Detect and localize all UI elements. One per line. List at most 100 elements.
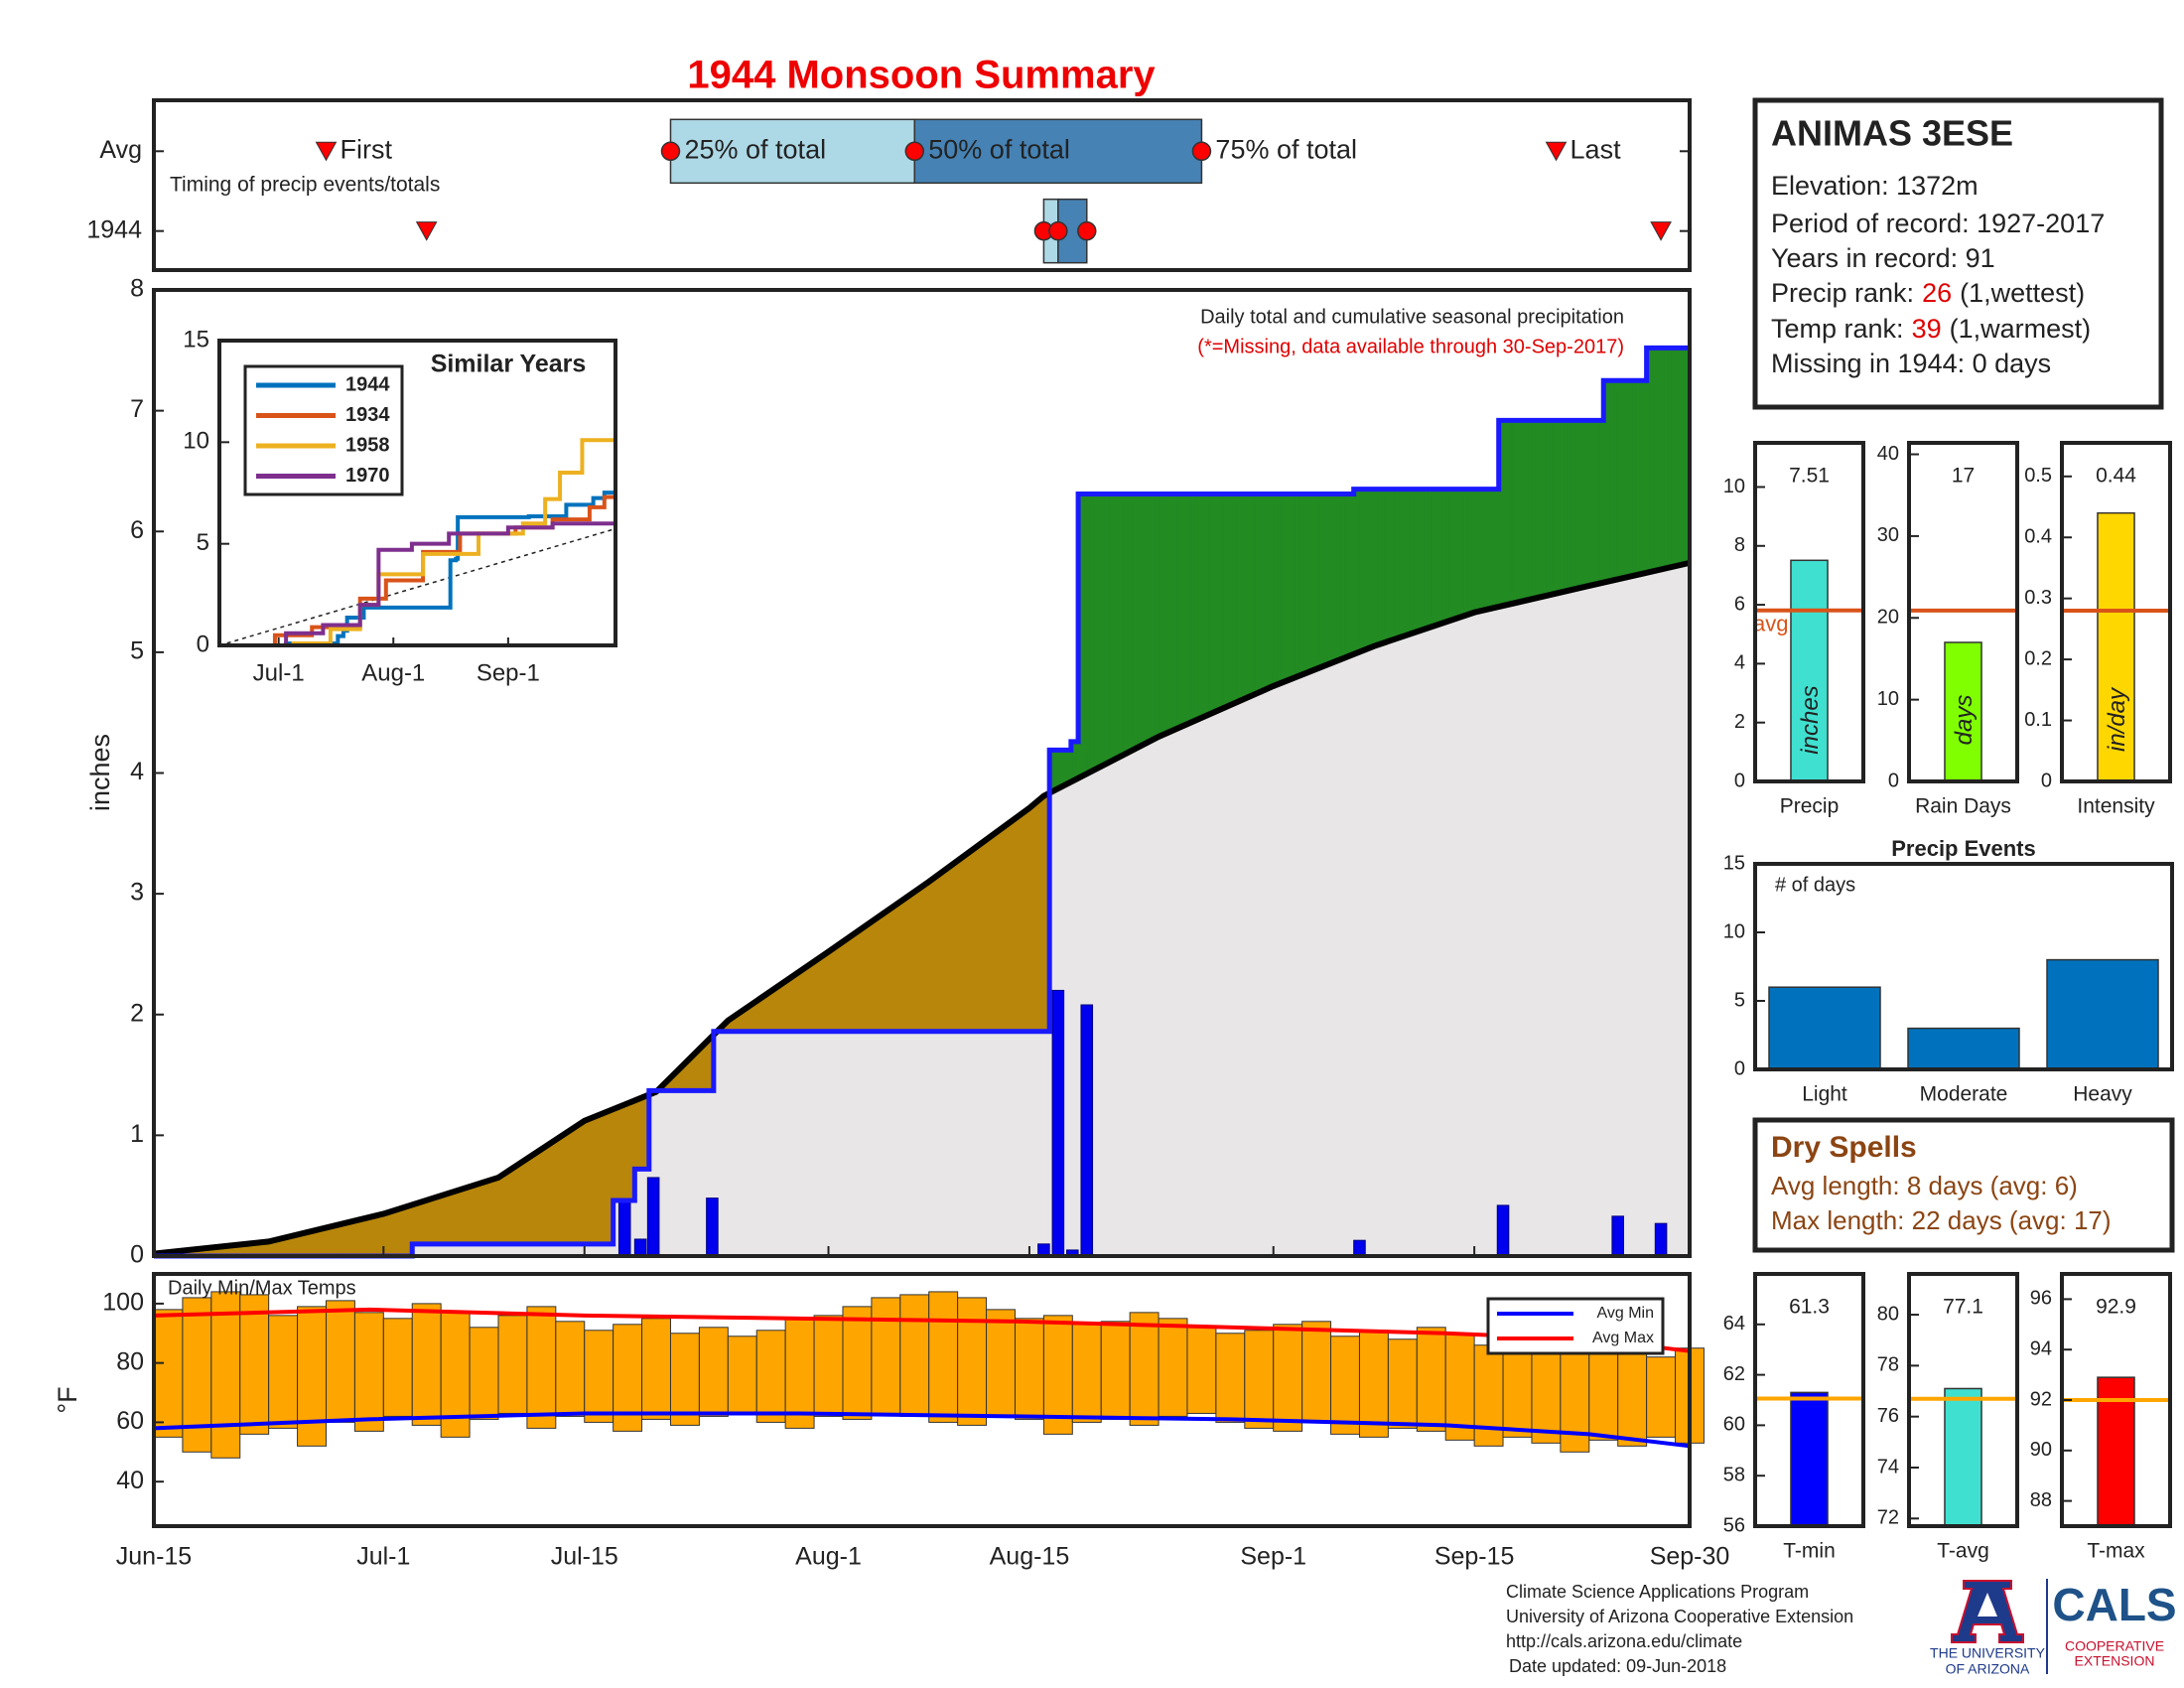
reference-label: avg [1753, 612, 1788, 636]
y-tick-label: 7 [130, 395, 144, 423]
footer-line: http://cals.arizona.edu/climate [1506, 1631, 1742, 1651]
difference-fill [1083, 493, 1088, 775]
difference-fill [1539, 420, 1544, 598]
temp-range-bar [1273, 1324, 1303, 1432]
difference-fill [526, 1157, 532, 1244]
base-fill [1201, 717, 1206, 1256]
temp-range-bar [1617, 1350, 1648, 1447]
difference-fill [315, 1229, 320, 1256]
daily-precip-bar [617, 1199, 631, 1257]
difference-fill [1230, 493, 1235, 705]
bar-unit-label: in/day [2104, 686, 2130, 752]
base-fill [842, 1031, 848, 1256]
difference-fill [957, 859, 962, 1032]
daily-precip-bar [1353, 1239, 1366, 1257]
temp-range-bar [411, 1303, 442, 1426]
difference-fill [405, 1206, 410, 1256]
bar-unit-label: days [1951, 695, 1978, 746]
y-tick-label: 6 [1734, 593, 1745, 615]
y-tick-label: 20 [1877, 607, 1899, 629]
base-fill [1032, 1031, 1037, 1256]
difference-fill [1617, 380, 1622, 579]
footer-line: University of Arizona Cooperative Extens… [1506, 1607, 1853, 1626]
difference-fill [426, 1199, 431, 1244]
y-tick-label: 15 [183, 326, 209, 352]
station-line: Missing in 1944: 0 days [1771, 349, 2051, 378]
base-fill [1101, 765, 1106, 1256]
difference-fill [243, 1243, 248, 1256]
base-fill [1624, 577, 1630, 1256]
base-fill [781, 1031, 786, 1256]
difference-fill [882, 913, 887, 1032]
difference-fill [1330, 493, 1335, 663]
base-fill [516, 1243, 521, 1256]
difference-fill [724, 1022, 729, 1032]
difference-fill [1581, 420, 1586, 588]
difference-fill [308, 1231, 313, 1256]
base-fill [419, 1243, 424, 1256]
base-fill [1391, 639, 1397, 1256]
difference-fill [674, 1071, 679, 1091]
base-fill [637, 1169, 643, 1256]
base-fill [1255, 693, 1260, 1256]
difference-fill [606, 1111, 611, 1244]
difference-fill [1388, 489, 1393, 641]
base-fill [861, 1031, 866, 1256]
difference-fill [1101, 493, 1106, 766]
difference-fill [552, 1141, 557, 1244]
panel-note: # of days [1775, 874, 1855, 896]
difference-fill [200, 1248, 205, 1256]
base-fill [588, 1243, 593, 1256]
base-fill [846, 1031, 851, 1256]
difference-fill [501, 1174, 506, 1244]
base-fill [1395, 637, 1400, 1256]
difference-fill [1664, 348, 1669, 569]
difference-fill [1179, 493, 1184, 727]
difference-fill [1570, 420, 1575, 590]
base-fill [1424, 629, 1429, 1256]
difference-fill [1395, 489, 1400, 638]
base-fill [1588, 585, 1594, 1256]
difference-fill [246, 1243, 252, 1256]
difference-fill [975, 846, 980, 1032]
difference-fill [286, 1236, 291, 1256]
base-fill [444, 1243, 449, 1256]
difference-fill [746, 1007, 751, 1032]
base-fill [875, 1031, 880, 1256]
base-fill [448, 1243, 453, 1256]
base-fill [1675, 565, 1680, 1256]
base-fill [975, 1031, 980, 1256]
plot-frame [2060, 441, 2172, 783]
station-line: Elevation: 1372m [1771, 171, 1979, 201]
base-fill [1248, 696, 1253, 1256]
difference-fill [1506, 420, 1511, 605]
difference-fill [462, 1188, 468, 1244]
base-fill [828, 1031, 833, 1256]
base-fill [1437, 624, 1443, 1256]
difference-fill [1614, 380, 1619, 580]
difference-fill [1406, 489, 1411, 635]
difference-fill [1201, 493, 1206, 718]
difference-fill [343, 1222, 348, 1256]
difference-fill [1155, 493, 1160, 738]
base-fill [677, 1090, 682, 1256]
base-fill [1148, 741, 1153, 1256]
temp-range-bar [899, 1294, 930, 1417]
base-fill [1151, 739, 1157, 1256]
base-fill [1165, 733, 1170, 1256]
temp-range-bar [957, 1297, 988, 1426]
difference-fill [423, 1200, 428, 1244]
difference-fill [990, 835, 995, 1032]
base-fill [1190, 721, 1195, 1256]
daily-precip-bar [646, 1177, 660, 1257]
difference-fill [386, 1211, 392, 1256]
difference-fill [1560, 420, 1566, 593]
difference-fill [1679, 348, 1684, 565]
base-fill [695, 1090, 701, 1256]
difference-fill [1226, 493, 1231, 706]
base-fill [1381, 642, 1386, 1256]
y-tick-label: 1 [130, 1120, 144, 1148]
base-fill [1661, 569, 1666, 1256]
plot-frame [152, 1272, 1692, 1528]
base-fill [1065, 783, 1070, 1256]
